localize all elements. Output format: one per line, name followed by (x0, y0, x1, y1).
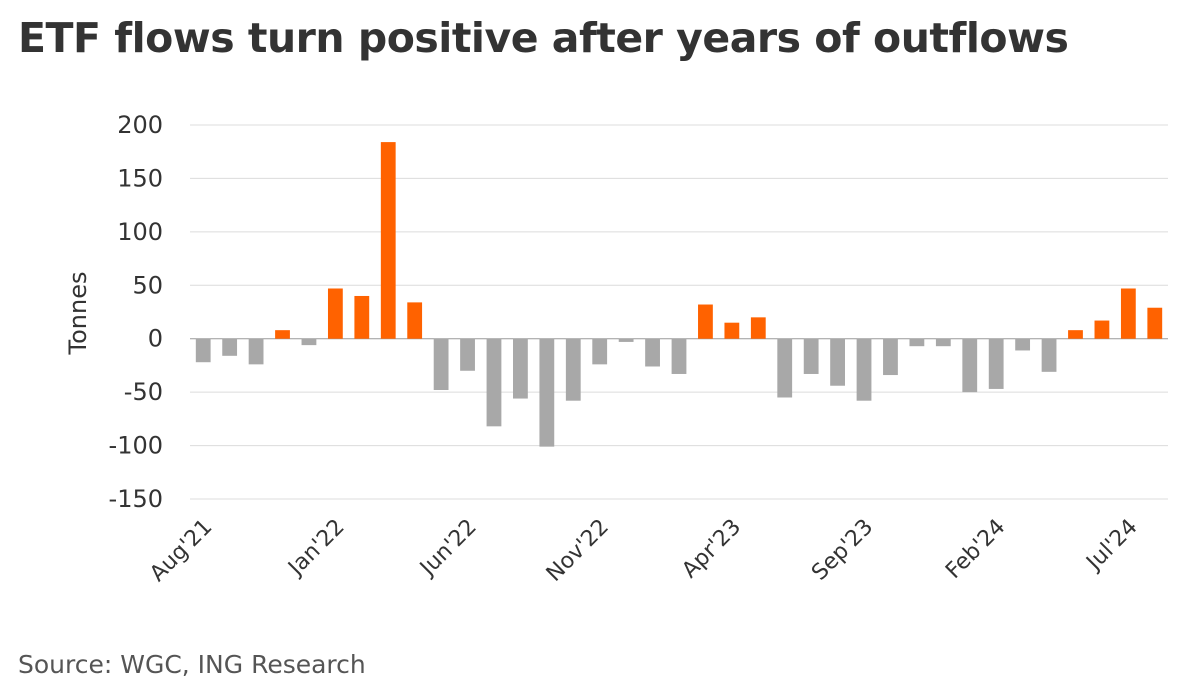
bar (777, 338, 793, 398)
bar (513, 338, 528, 399)
x-tick-label: Feb'24 (941, 515, 1010, 584)
bar (671, 338, 687, 374)
bar (1147, 307, 1163, 339)
bar (1015, 338, 1031, 351)
bar (407, 302, 423, 339)
bar (433, 338, 449, 391)
bar (883, 338, 898, 376)
bar (301, 338, 317, 346)
y-tick-label: 150 (117, 164, 163, 192)
bar (248, 338, 264, 365)
gridlines (190, 124, 1168, 500)
bar (698, 304, 713, 339)
bar (724, 322, 740, 339)
y-tick-label: -50 (124, 378, 163, 406)
bar-chart: 200 150 100 50 0 -50 -100 -150 Aug'21 Jan'22 Jun'… (64, 111, 1168, 587)
x-tick-label: Sep'23 (807, 515, 878, 586)
bar (1068, 330, 1083, 339)
bar (592, 338, 608, 365)
bar (354, 295, 370, 339)
y-tick-label: 0 (148, 325, 163, 353)
x-tick-label: Jul'24 (1081, 515, 1143, 577)
y-tick-label: 200 (117, 111, 163, 139)
bar (380, 142, 396, 339)
bar (856, 338, 872, 401)
bar (195, 338, 211, 363)
bar (1120, 288, 1136, 339)
bar (803, 338, 819, 374)
bar (222, 338, 238, 356)
y-axis-ticks: 200 150 100 50 0 -50 -100 -150 (109, 111, 163, 513)
bar (988, 338, 1004, 389)
bar (460, 338, 475, 371)
bar (327, 288, 343, 339)
source-note: Source: WGC, ING Research (18, 650, 366, 679)
x-tick-label: Aug'21 (145, 515, 217, 587)
x-tick-label: Jun'22 (414, 515, 481, 582)
x-tick-label: Apr'23 (677, 515, 746, 584)
y-tick-label: 100 (117, 218, 163, 246)
bar (830, 338, 845, 386)
y-tick-label: -150 (109, 485, 163, 513)
bar (565, 338, 581, 401)
x-tick-label: Nov'22 (542, 515, 614, 587)
x-tick-label: Jan'22 (282, 515, 349, 582)
bar (1094, 320, 1110, 339)
bars (195, 142, 1163, 447)
y-tick-label: -100 (109, 432, 163, 460)
y-tick-label: 50 (132, 271, 163, 299)
bar (539, 338, 555, 447)
bar (909, 338, 925, 347)
bar (962, 338, 978, 393)
bar (645, 338, 660, 367)
bar (935, 338, 951, 347)
bar (275, 330, 290, 339)
x-axis-ticks: Aug'21 Jan'22 Jun'22 Nov'22 Apr'23 Sep'23 Feb'… (145, 515, 1142, 587)
bar (750, 317, 766, 339)
bar (1041, 338, 1057, 372)
chart-title: ETF flows turn positive after years of o… (18, 14, 1069, 62)
bar (618, 338, 634, 342)
bar (486, 338, 502, 427)
y-axis-label: Tonnes (64, 272, 92, 356)
